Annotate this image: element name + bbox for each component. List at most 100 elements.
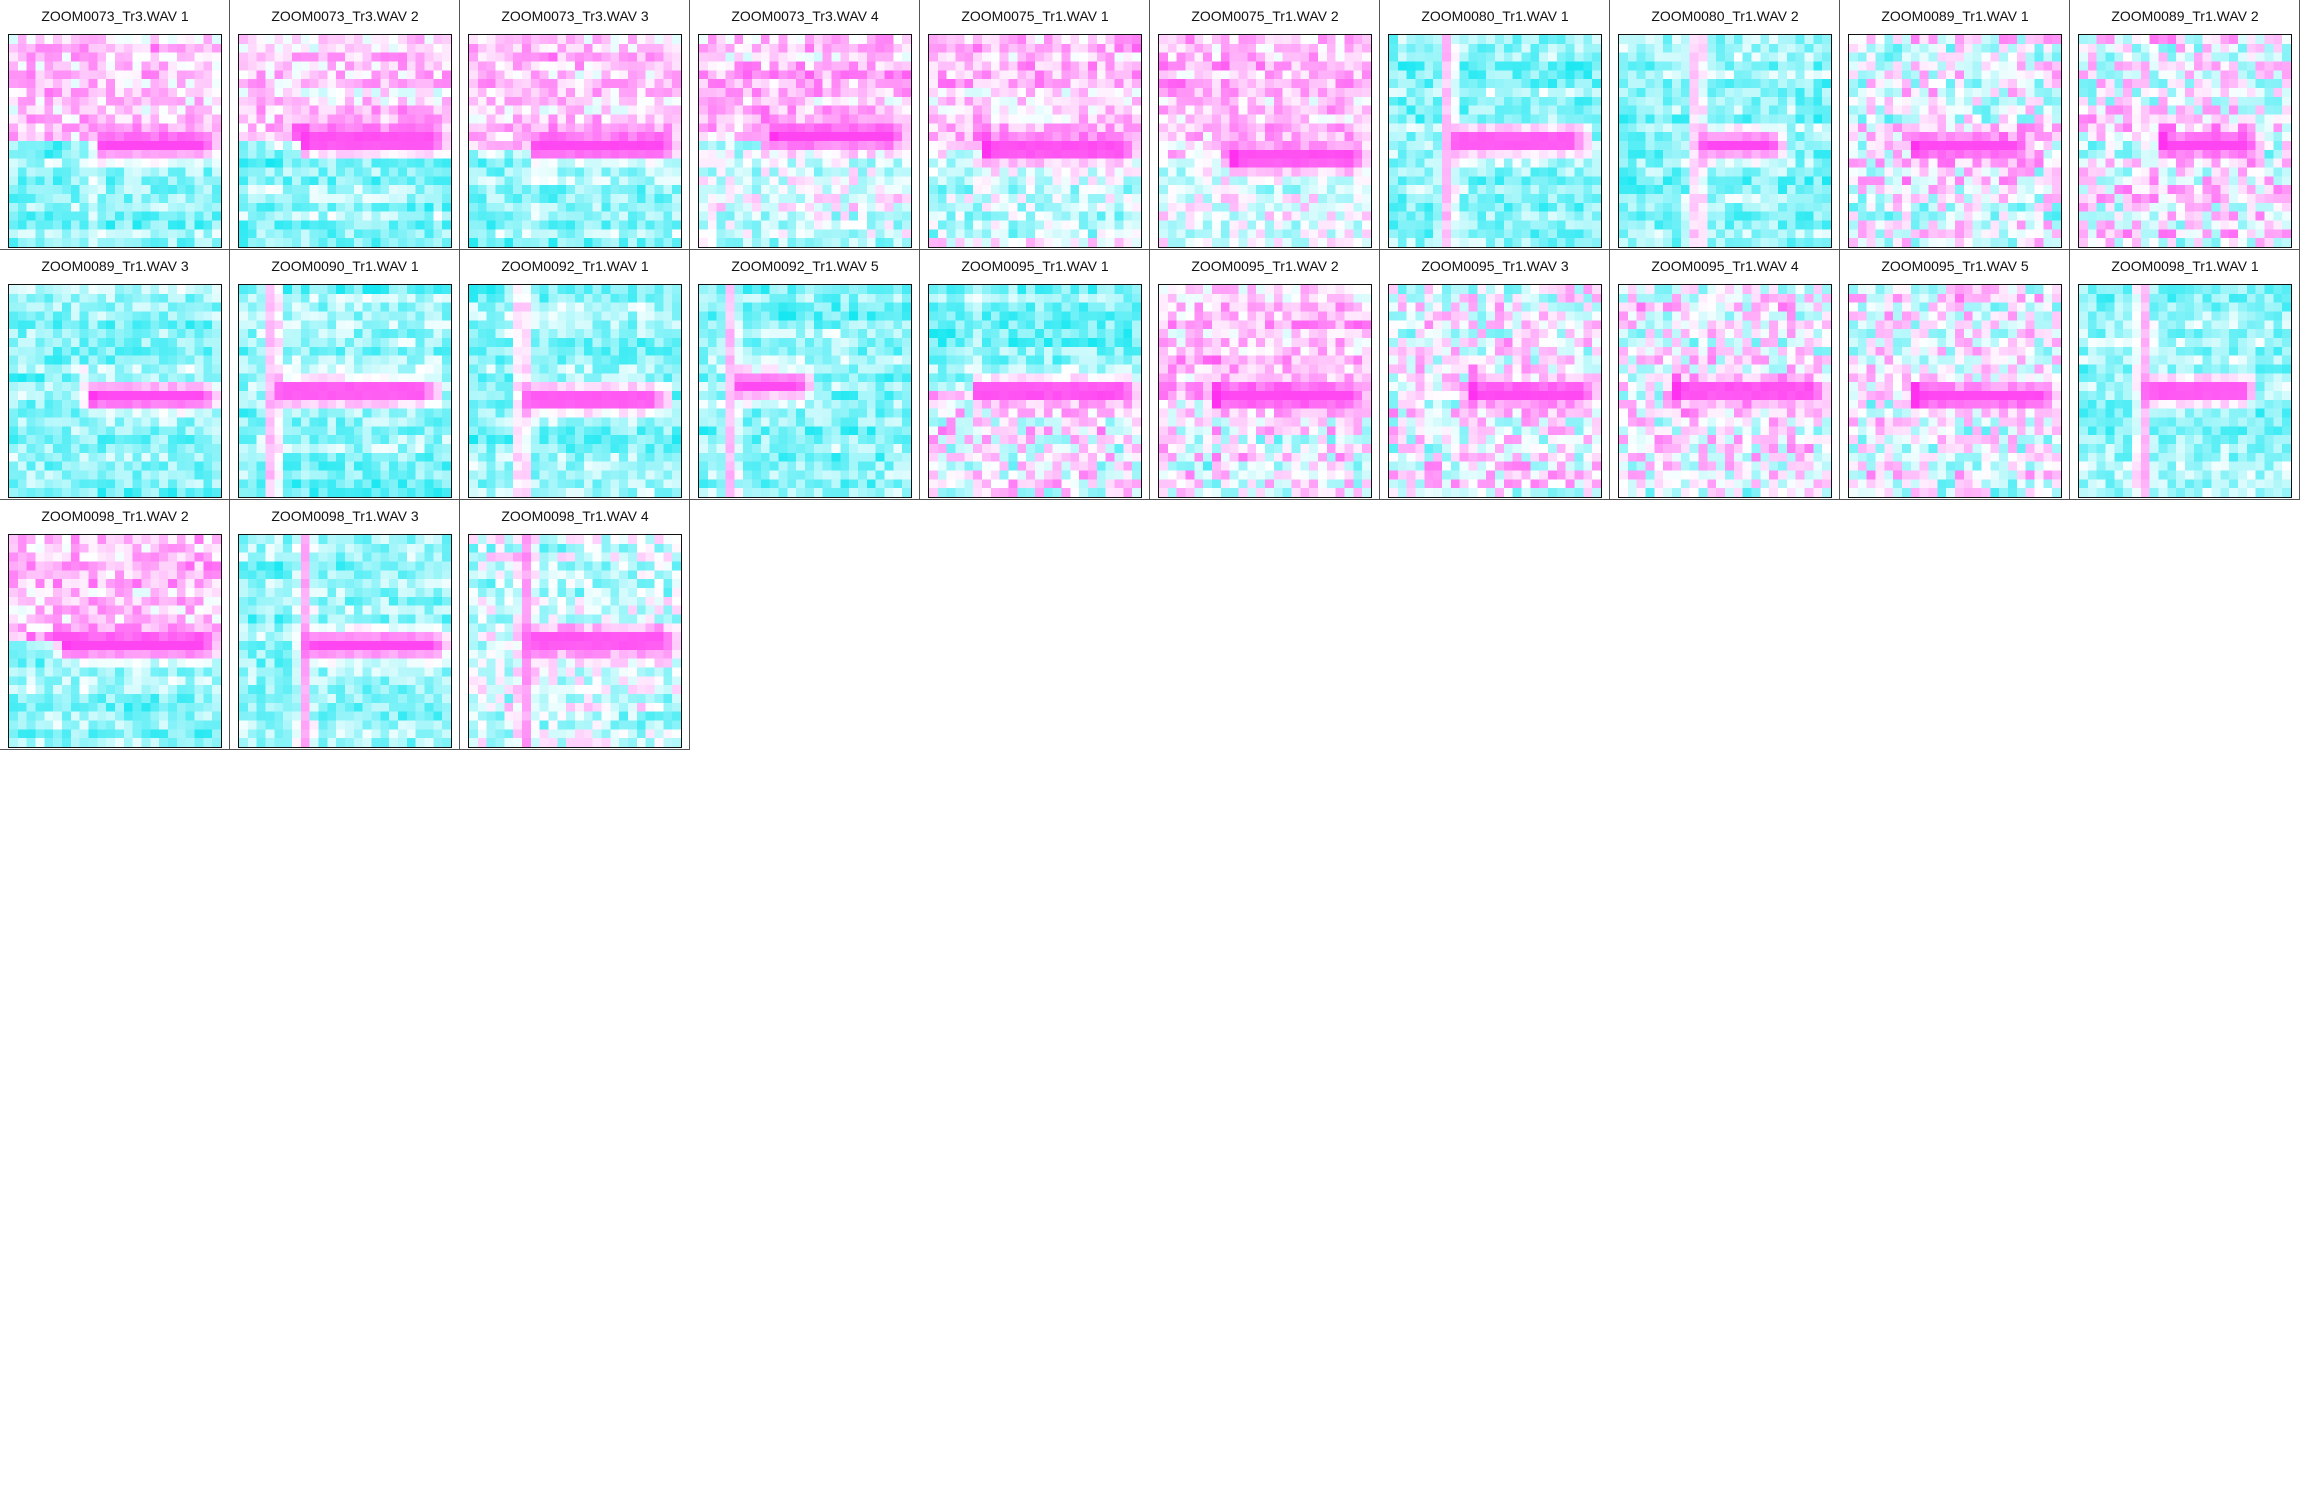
- heatmap-cell: [1556, 185, 1567, 195]
- heatmap-cell: [973, 79, 983, 89]
- heatmap-cell: [1680, 185, 1691, 195]
- heatmap-cell: [610, 158, 620, 169]
- heatmap-cell: [1459, 194, 1470, 204]
- heatmap-cell: [539, 167, 550, 177]
- heatmap-cell: [1902, 43, 1912, 54]
- heatmap-cell: [778, 105, 788, 116]
- heatmap-cell: [469, 35, 479, 45]
- heatmap-cell: [575, 149, 585, 160]
- heatmap-cell: [929, 88, 939, 98]
- heatmap-cell: [592, 88, 603, 98]
- heatmap-cell: [1592, 70, 1601, 80]
- heatmap-cell: [822, 238, 833, 247]
- heatmap-cell: [1548, 211, 1558, 222]
- heatmap-cell: [442, 149, 451, 160]
- heatmap-cell: [1963, 141, 1974, 151]
- heatmap-cell: [1433, 79, 1443, 89]
- heatmap-cell: [513, 105, 523, 116]
- heatmap-cell: [875, 132, 886, 142]
- heatmap-cell: [1185, 167, 1195, 177]
- heatmap-cell: [610, 229, 620, 239]
- heatmap-cell: [1220, 123, 1231, 133]
- heatmap-cell: [1751, 61, 1761, 71]
- heatmap-cell: [141, 79, 151, 89]
- heatmap-cell: [1105, 61, 1116, 71]
- heatmap-cell: [601, 211, 611, 222]
- heatmap-cell: [380, 229, 390, 239]
- heatmap-cell: [1928, 114, 1938, 124]
- heatmap-cell: [309, 211, 320, 222]
- heatmap-cell: [619, 220, 629, 230]
- heatmap-cell: [1733, 220, 1744, 230]
- heatmap-cell: [1026, 35, 1036, 45]
- heatmap-cell: [769, 220, 780, 230]
- heatmap-cell: [1096, 96, 1107, 107]
- heatmap-cell: [866, 132, 877, 142]
- heatmap-cell: [734, 185, 744, 195]
- heatmap-cell: [300, 194, 311, 204]
- heatmap-cell: [628, 61, 638, 71]
- heatmap-cell: [1397, 79, 1408, 89]
- heatmap-cell: [1159, 52, 1169, 63]
- heatmap-cell: [1362, 79, 1371, 89]
- heatmap-cell: [2008, 88, 2018, 98]
- heatmap-cell: [805, 149, 815, 160]
- heatmap-cell: [1406, 238, 1417, 247]
- heatmap-cell: [398, 167, 408, 177]
- heatmap-cell: [513, 238, 523, 247]
- heatmap-cell: [1344, 158, 1354, 169]
- heatmap-cell: [433, 79, 443, 89]
- heatmap-cell: [1468, 185, 1478, 195]
- heatmap-cell: [1389, 43, 1399, 54]
- heatmap-cell: [1433, 141, 1443, 151]
- heatmap-cell: [212, 149, 221, 160]
- heatmap-cell: [1123, 167, 1133, 177]
- heatmap-cell: [415, 35, 426, 45]
- heatmap-cell: [1353, 229, 1363, 239]
- heatmap-cell: [1362, 132, 1371, 142]
- heatmap-cell: [247, 105, 258, 116]
- heatmap-cell: [1353, 88, 1363, 98]
- heatmap-cell: [610, 176, 620, 186]
- heatmap-cell: [619, 43, 629, 54]
- heatmap-cell: [1548, 176, 1558, 186]
- heatmap-cell: [1035, 35, 1045, 45]
- heatmap-cell: [663, 167, 673, 177]
- heatmap-cell: [17, 114, 28, 124]
- heatmap-cell: [1114, 167, 1124, 177]
- heatmap-cell: [1654, 211, 1664, 222]
- heatmap-cell: [176, 149, 187, 160]
- heatmap-cell: [1185, 88, 1195, 98]
- heatmap-cell: [866, 229, 877, 239]
- heatmap-cell: [185, 105, 196, 116]
- heatmap-cell: [645, 52, 656, 63]
- heatmap-cell: [1760, 149, 1770, 160]
- heatmap-cell: [44, 211, 54, 222]
- heatmap-cell: [1008, 149, 1018, 160]
- heatmap-cell: [575, 70, 585, 80]
- heatmap-cell: [79, 123, 90, 133]
- heatmap-cell: [1176, 43, 1187, 54]
- heatmap-cell: [1946, 61, 1956, 71]
- heatmap-cell: [1088, 96, 1098, 107]
- heatmap-cell: [106, 132, 116, 142]
- heatmap-cell: [760, 88, 771, 98]
- heatmap-cell: [292, 70, 302, 80]
- heatmap-cell: [1212, 52, 1222, 63]
- heatmap-cell: [990, 167, 1001, 177]
- heatmap-cell: [902, 220, 911, 230]
- heatmap-cell: [1769, 132, 1779, 142]
- heatmap-cell: [1875, 149, 1885, 160]
- heatmap-cell: [309, 158, 320, 169]
- heatmap-cell: [1619, 141, 1629, 151]
- heatmap-cell: [1123, 141, 1133, 151]
- heatmap-cell: [336, 167, 346, 177]
- heatmap-cell: [53, 185, 63, 195]
- heatmap-cell: [2052, 105, 2061, 116]
- heatmap-cell: [1751, 35, 1761, 45]
- heatmap-cell: [1335, 158, 1346, 169]
- heatmap-cell: [1521, 194, 1531, 204]
- heatmap-cell: [1902, 35, 1912, 45]
- heatmap-cell: [866, 96, 877, 107]
- heatmap-cell: [1946, 149, 1956, 160]
